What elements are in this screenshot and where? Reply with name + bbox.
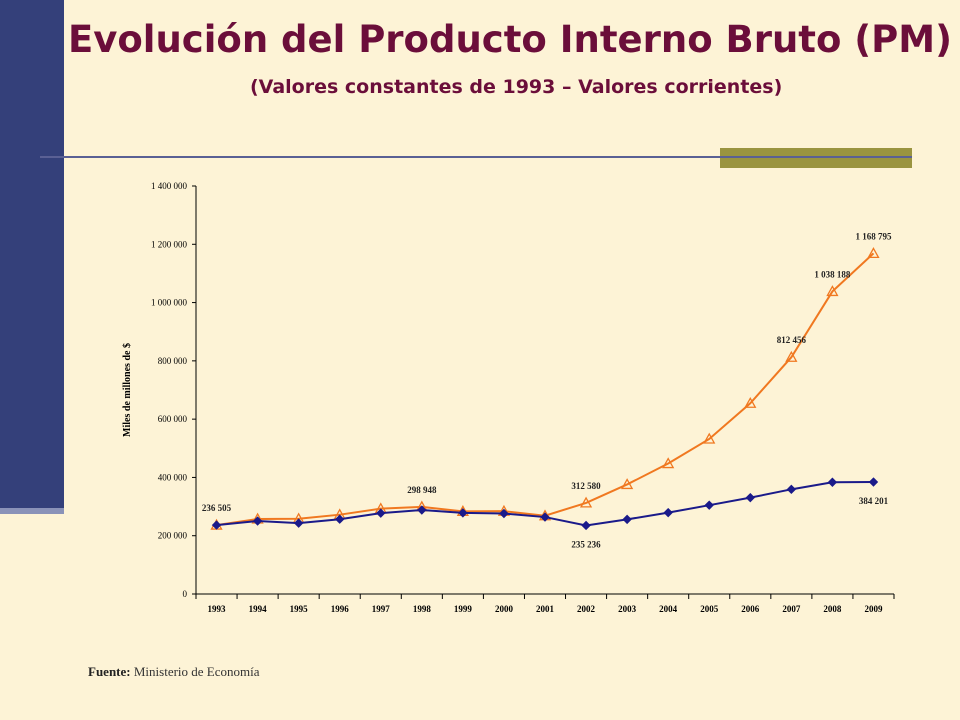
y-tick-label: 600 000 [158,414,188,424]
series-constant-point [868,477,879,487]
page-subtitle: (Valores constantes de 1993 – Valores co… [250,76,783,98]
data-label: 812 456 [777,335,807,345]
series-constant-point [458,508,468,518]
side-decor-shadow [0,508,64,514]
accent-block [720,148,912,168]
x-tick-label: 2007 [782,604,801,614]
source-value: Ministerio de Economía [133,664,260,679]
series-constant-point [622,514,632,525]
series-current-point [867,247,880,259]
x-tick-label: 2000 [495,604,514,614]
y-axis-label: Miles de millones de $ [122,343,133,437]
x-tick-label: 1998 [413,604,432,614]
series-constant-point [540,512,550,522]
data-label: 384 201 [859,496,889,506]
source-label: Fuente: [88,664,131,679]
series-constant-point [499,508,509,519]
series-current-point [579,496,593,508]
y-tick-label: 800 000 [158,356,188,366]
x-tick-label: 2002 [577,604,596,614]
series-constant-point [211,520,222,530]
title-divider [40,156,910,158]
series-current-point [744,396,757,408]
series-current-line [216,252,875,527]
series-current-point [826,285,839,297]
x-tick-label: 1995 [290,604,309,614]
series-constant-point [417,505,427,515]
y-tick-label: 1 400 000 [151,181,188,191]
y-tick-label: 1 000 000 [151,298,188,308]
series-constant-point [745,492,756,503]
y-tick-label: 0 [183,589,188,599]
accent-divider [720,156,912,158]
data-label: 298 948 [407,485,437,495]
y-tick-label: 1 200 000 [151,239,188,249]
series-constant-point [334,514,345,524]
x-tick-label: 2009 [864,604,883,614]
series-constant-point [376,508,386,518]
series-constant-point [252,516,263,526]
data-label: 236 505 [202,503,232,513]
data-label: 235 236 [571,539,601,549]
y-tick-label: 400 000 [158,472,188,482]
x-tick-label: 2001 [536,604,555,614]
x-tick-label: 1996 [331,604,350,614]
x-tick-label: 2006 [741,604,760,614]
series-current-point [703,432,716,444]
series-constant-point [581,520,591,531]
source-note: Fuente: Ministerio de Economía [88,664,260,680]
x-tick-label: 1993 [208,604,227,614]
x-tick-label: 1994 [249,604,268,614]
data-label: 1 168 795 [855,231,892,241]
x-tick-label: 1997 [372,604,391,614]
series-constant-point [786,484,797,495]
series-current-point [785,350,798,362]
x-tick-label: 2003 [618,604,637,614]
y-tick-label: 200 000 [158,531,188,541]
series-constant-point [663,507,673,518]
gdp-line-chart: 0 200 000 400 000 600 000 800 000 1 000 000 1 … [122,181,895,614]
series-constant-point [704,500,714,510]
x-tick-label: 2004 [659,604,678,614]
series-current-point [662,457,675,469]
x-tick-label: 2005 [700,604,719,614]
x-tick-label: 2008 [823,604,842,614]
series-constant-point [827,477,838,487]
data-label: 1 038 188 [814,269,851,279]
page-title: Evolución del Producto Interno Bruto (PM… [67,18,953,61]
data-label: 312 580 [571,481,601,491]
x-tick-label: 1999 [454,604,473,614]
series-constant-point [293,518,304,528]
side-decor-bar [0,0,64,512]
series-current-point [621,478,634,490]
